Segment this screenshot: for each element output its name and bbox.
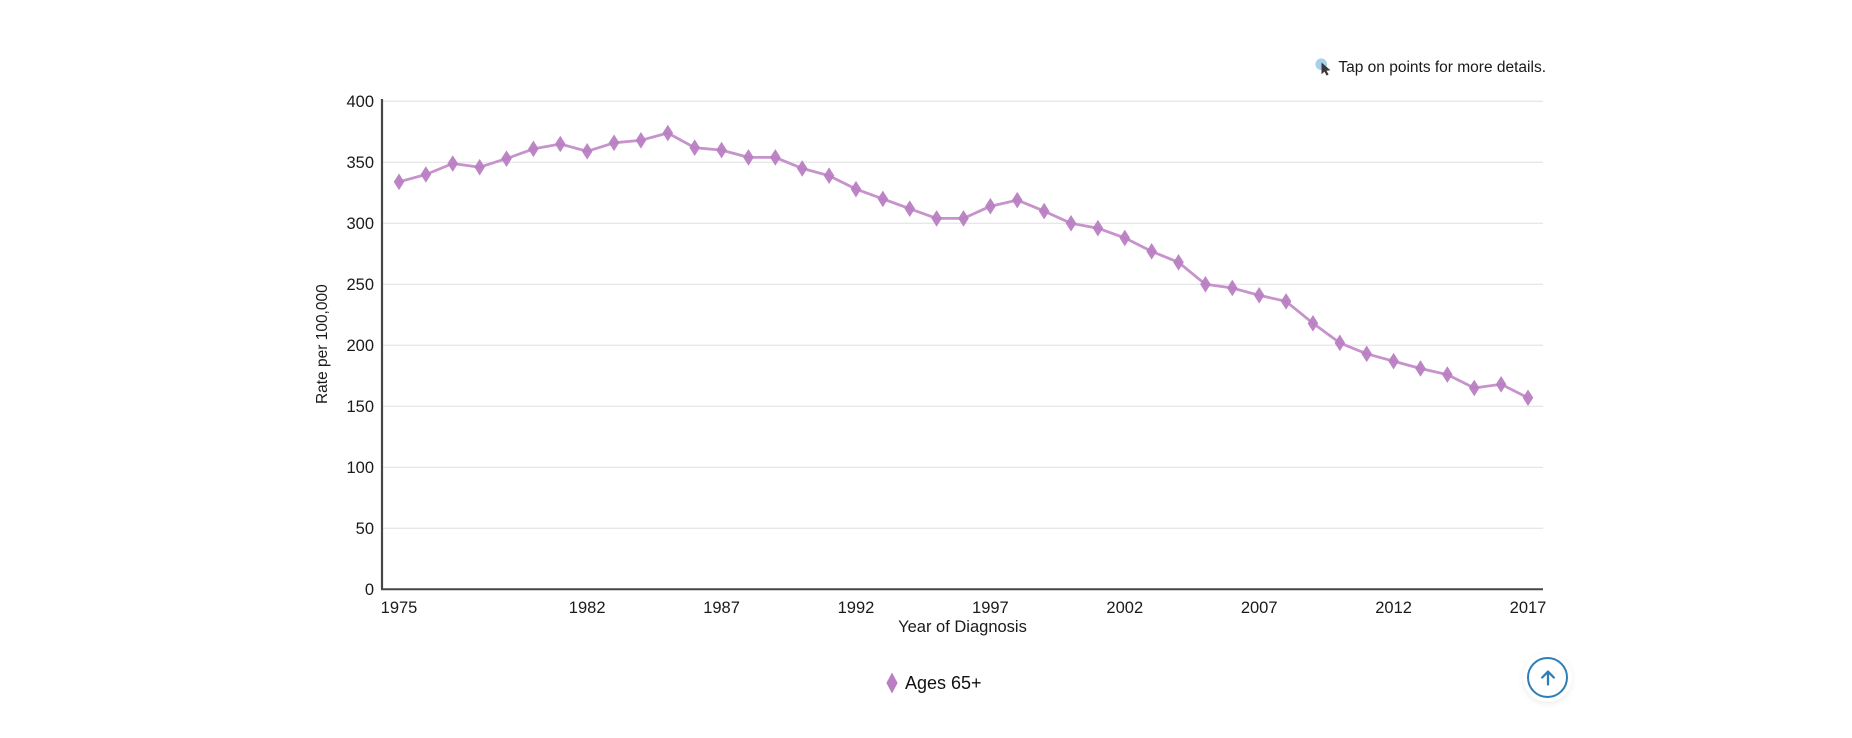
data-point-marker[interactable] <box>1495 376 1507 393</box>
data-point-marker[interactable] <box>985 197 996 215</box>
data-point-marker[interactable] <box>474 158 485 176</box>
y-tick-label: 300 <box>346 215 374 233</box>
y-tick-label: 200 <box>346 337 374 355</box>
data-point-marker[interactable] <box>662 124 674 142</box>
data-point-marker[interactable] <box>501 150 512 167</box>
data-point-marker[interactable] <box>796 160 808 177</box>
data-point-marker[interactable] <box>743 149 754 166</box>
data-point-marker[interactable] <box>716 141 727 159</box>
data-point-marker[interactable] <box>447 155 459 172</box>
data-point-marker[interactable] <box>528 140 539 158</box>
data-point-marker[interactable] <box>1065 215 1077 232</box>
y-tick-label: 150 <box>346 398 374 416</box>
data-point-marker[interactable] <box>635 132 647 149</box>
data-point-marker[interactable] <box>958 210 969 227</box>
legend-item-ages-65[interactable]: Ages 65+ <box>884 672 982 694</box>
x-tick-label: 1987 <box>703 599 740 617</box>
data-point-marker[interactable] <box>1227 279 1238 297</box>
data-point-marker[interactable] <box>877 190 889 208</box>
data-point-marker[interactable] <box>581 143 593 160</box>
data-point-marker[interactable] <box>1280 293 1292 310</box>
tap-cursor-icon <box>1315 58 1331 76</box>
data-point-marker[interactable] <box>770 149 781 166</box>
data-point-marker[interactable] <box>1011 191 1023 209</box>
data-point-marker[interactable] <box>1307 315 1319 332</box>
series-line <box>398 131 1529 400</box>
data-point-marker[interactable] <box>554 135 566 153</box>
data-point-marker[interactable] <box>1092 219 1104 237</box>
x-tick-label: 2017 <box>1510 599 1547 617</box>
data-point-marker[interactable] <box>1200 276 1211 293</box>
arrow-up-icon <box>1540 669 1555 686</box>
x-tick-label: 2012 <box>1375 599 1412 617</box>
data-point-marker[interactable] <box>1361 345 1373 363</box>
x-tick-label: 1992 <box>838 599 875 617</box>
y-tick-label: 250 <box>346 276 374 294</box>
data-point-marker[interactable] <box>689 139 700 156</box>
data-point-marker[interactable] <box>1253 286 1265 304</box>
data-point-marker[interactable] <box>1442 366 1453 383</box>
y-tick-label: 100 <box>346 459 374 477</box>
data-point-marker[interactable] <box>1038 202 1050 220</box>
x-tick-label: 2007 <box>1241 599 1278 617</box>
data-point-marker[interactable] <box>1468 379 1480 397</box>
data-point-marker[interactable] <box>420 166 432 183</box>
data-point-marker[interactable] <box>1173 254 1184 271</box>
data-point-marker[interactable] <box>1388 352 1399 370</box>
x-tick-label: 1997 <box>972 599 1009 617</box>
x-axis-title: Year of Diagnosis <box>898 618 1027 636</box>
data-point-marker[interactable] <box>904 200 916 217</box>
data-point-marker[interactable] <box>608 134 620 152</box>
data-point-marker[interactable] <box>1146 243 1157 260</box>
y-tick-label: 400 <box>346 93 374 111</box>
y-axis-title: Rate per 100,000 <box>314 284 331 404</box>
data-point-marker[interactable] <box>1334 334 1346 352</box>
tap-hint-text: Tap on points for more details. <box>1338 58 1546 76</box>
x-tick-label: 2002 <box>1106 599 1143 617</box>
data-point-marker[interactable] <box>393 173 405 191</box>
x-tick-label: 1975 <box>381 599 418 617</box>
data-point-marker[interactable] <box>1522 389 1534 407</box>
y-tick-label: 350 <box>346 154 374 172</box>
x-tick-label: 1982 <box>569 599 606 617</box>
tap-hint: Tap on points for more details. <box>1315 58 1546 77</box>
data-point-marker[interactable] <box>1415 360 1426 377</box>
data-point-marker[interactable] <box>823 167 835 185</box>
data-point-marker[interactable] <box>1119 229 1131 247</box>
legend-diamond-icon <box>886 672 898 694</box>
data-point-marker[interactable] <box>850 180 862 198</box>
legend-label: Ages 65+ <box>905 672 982 693</box>
data-point-marker[interactable] <box>931 210 942 227</box>
y-tick-label: 50 <box>356 520 374 538</box>
y-tick-label: 0 <box>365 581 374 599</box>
scroll-top-button[interactable] <box>1527 657 1568 698</box>
